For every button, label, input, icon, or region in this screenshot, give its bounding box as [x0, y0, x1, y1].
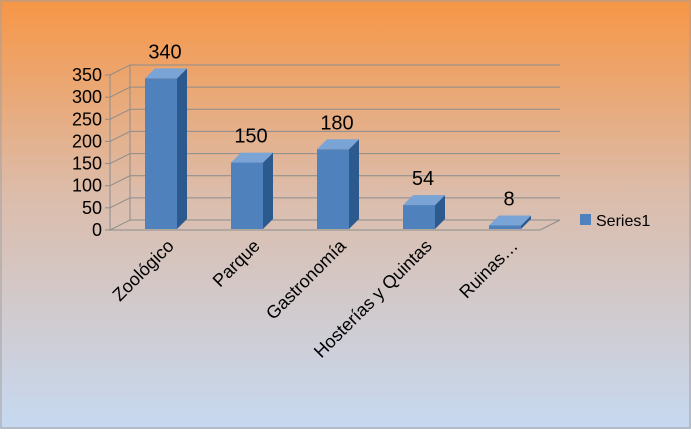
y-tick-label: 100 — [72, 176, 102, 196]
gridline-side — [109, 64, 131, 76]
gridline-side — [109, 175, 131, 187]
bar-front — [403, 205, 435, 229]
y-tick-label: 350 — [72, 65, 102, 85]
legend: Series1 — [580, 213, 650, 230]
bar-side — [177, 68, 187, 229]
bar — [489, 215, 531, 229]
bar-side — [521, 215, 531, 229]
y-tick-label: 50 — [82, 198, 102, 218]
bar-front — [489, 225, 521, 229]
bar-top — [403, 195, 445, 206]
bar-side — [435, 195, 445, 229]
bar-side — [349, 139, 359, 229]
gridline-side — [109, 219, 131, 231]
bar — [403, 195, 445, 229]
bar-side — [263, 152, 273, 229]
gridline-side — [109, 130, 131, 142]
gridline-side — [109, 86, 131, 98]
floor-right-edge — [539, 219, 561, 231]
data-label: 54 — [412, 168, 434, 190]
bar-top — [489, 215, 531, 226]
bar-top — [231, 152, 273, 163]
data-label: 340 — [148, 41, 181, 63]
data-labels: 340 150 180 54 8 — [148, 41, 514, 210]
data-label: 150 — [234, 126, 267, 148]
legend-swatch — [580, 214, 591, 225]
gridline-side — [109, 108, 131, 120]
y-tick-label: 0 — [92, 220, 102, 240]
bar — [145, 68, 187, 229]
bar-front — [145, 78, 177, 229]
y-tick-label: 150 — [72, 154, 102, 174]
bar — [231, 152, 273, 229]
data-label: 8 — [503, 188, 514, 210]
bar — [317, 139, 359, 229]
bar-top — [145, 68, 187, 79]
bar-front — [231, 162, 263, 229]
gridline-side — [109, 153, 131, 165]
y-tick-label: 250 — [72, 109, 102, 129]
data-label: 180 — [320, 112, 353, 134]
bars — [145, 68, 531, 229]
gridline-side — [109, 197, 131, 209]
y-tick-label: 300 — [72, 87, 102, 107]
legend-label: Series1 — [596, 213, 650, 230]
y-tick-label: 200 — [72, 131, 102, 151]
bar-top — [317, 139, 359, 150]
bar-front — [317, 149, 349, 229]
